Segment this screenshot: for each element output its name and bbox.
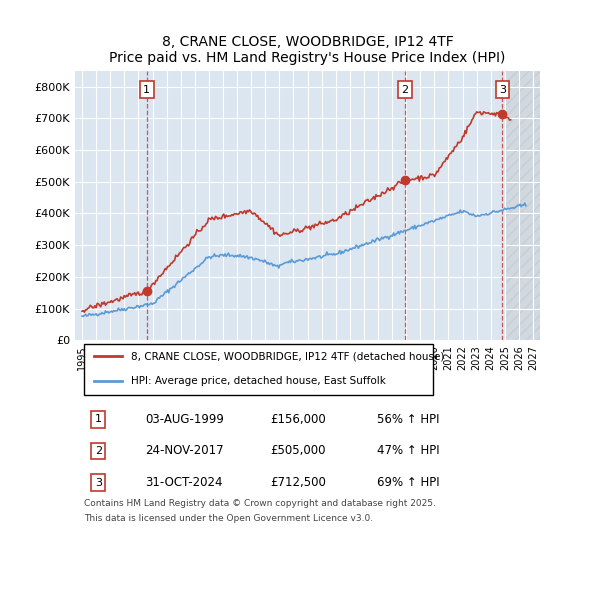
- Text: 3: 3: [95, 478, 102, 488]
- Text: 1: 1: [95, 414, 102, 424]
- FancyBboxPatch shape: [84, 345, 433, 395]
- Text: 31-OCT-2024: 31-OCT-2024: [145, 476, 222, 489]
- Text: £156,000: £156,000: [270, 413, 326, 426]
- Text: 47% ↑ HPI: 47% ↑ HPI: [377, 444, 440, 457]
- Text: 3: 3: [499, 85, 506, 94]
- Bar: [505, 71, 540, 340]
- Text: 1: 1: [143, 85, 150, 94]
- Text: 24-NOV-2017: 24-NOV-2017: [145, 444, 223, 457]
- Title: 8, CRANE CLOSE, WOODBRIDGE, IP12 4TF
Price paid vs. HM Land Registry's House Pri: 8, CRANE CLOSE, WOODBRIDGE, IP12 4TF Pri…: [109, 35, 506, 65]
- Text: 2: 2: [401, 85, 408, 94]
- Text: 56% ↑ HPI: 56% ↑ HPI: [377, 413, 440, 426]
- Text: 03-AUG-1999: 03-AUG-1999: [145, 413, 224, 426]
- Text: HPI: Average price, detached house, East Suffolk: HPI: Average price, detached house, East…: [131, 376, 386, 386]
- Text: 69% ↑ HPI: 69% ↑ HPI: [377, 476, 440, 489]
- Text: Contains HM Land Registry data © Crown copyright and database right 2025.: Contains HM Land Registry data © Crown c…: [84, 499, 436, 508]
- Text: 8, CRANE CLOSE, WOODBRIDGE, IP12 4TF (detached house): 8, CRANE CLOSE, WOODBRIDGE, IP12 4TF (de…: [131, 352, 444, 362]
- Text: 2: 2: [95, 446, 102, 456]
- Text: £505,000: £505,000: [270, 444, 326, 457]
- Text: £712,500: £712,500: [270, 476, 326, 489]
- Text: This data is licensed under the Open Government Licence v3.0.: This data is licensed under the Open Gov…: [84, 514, 373, 523]
